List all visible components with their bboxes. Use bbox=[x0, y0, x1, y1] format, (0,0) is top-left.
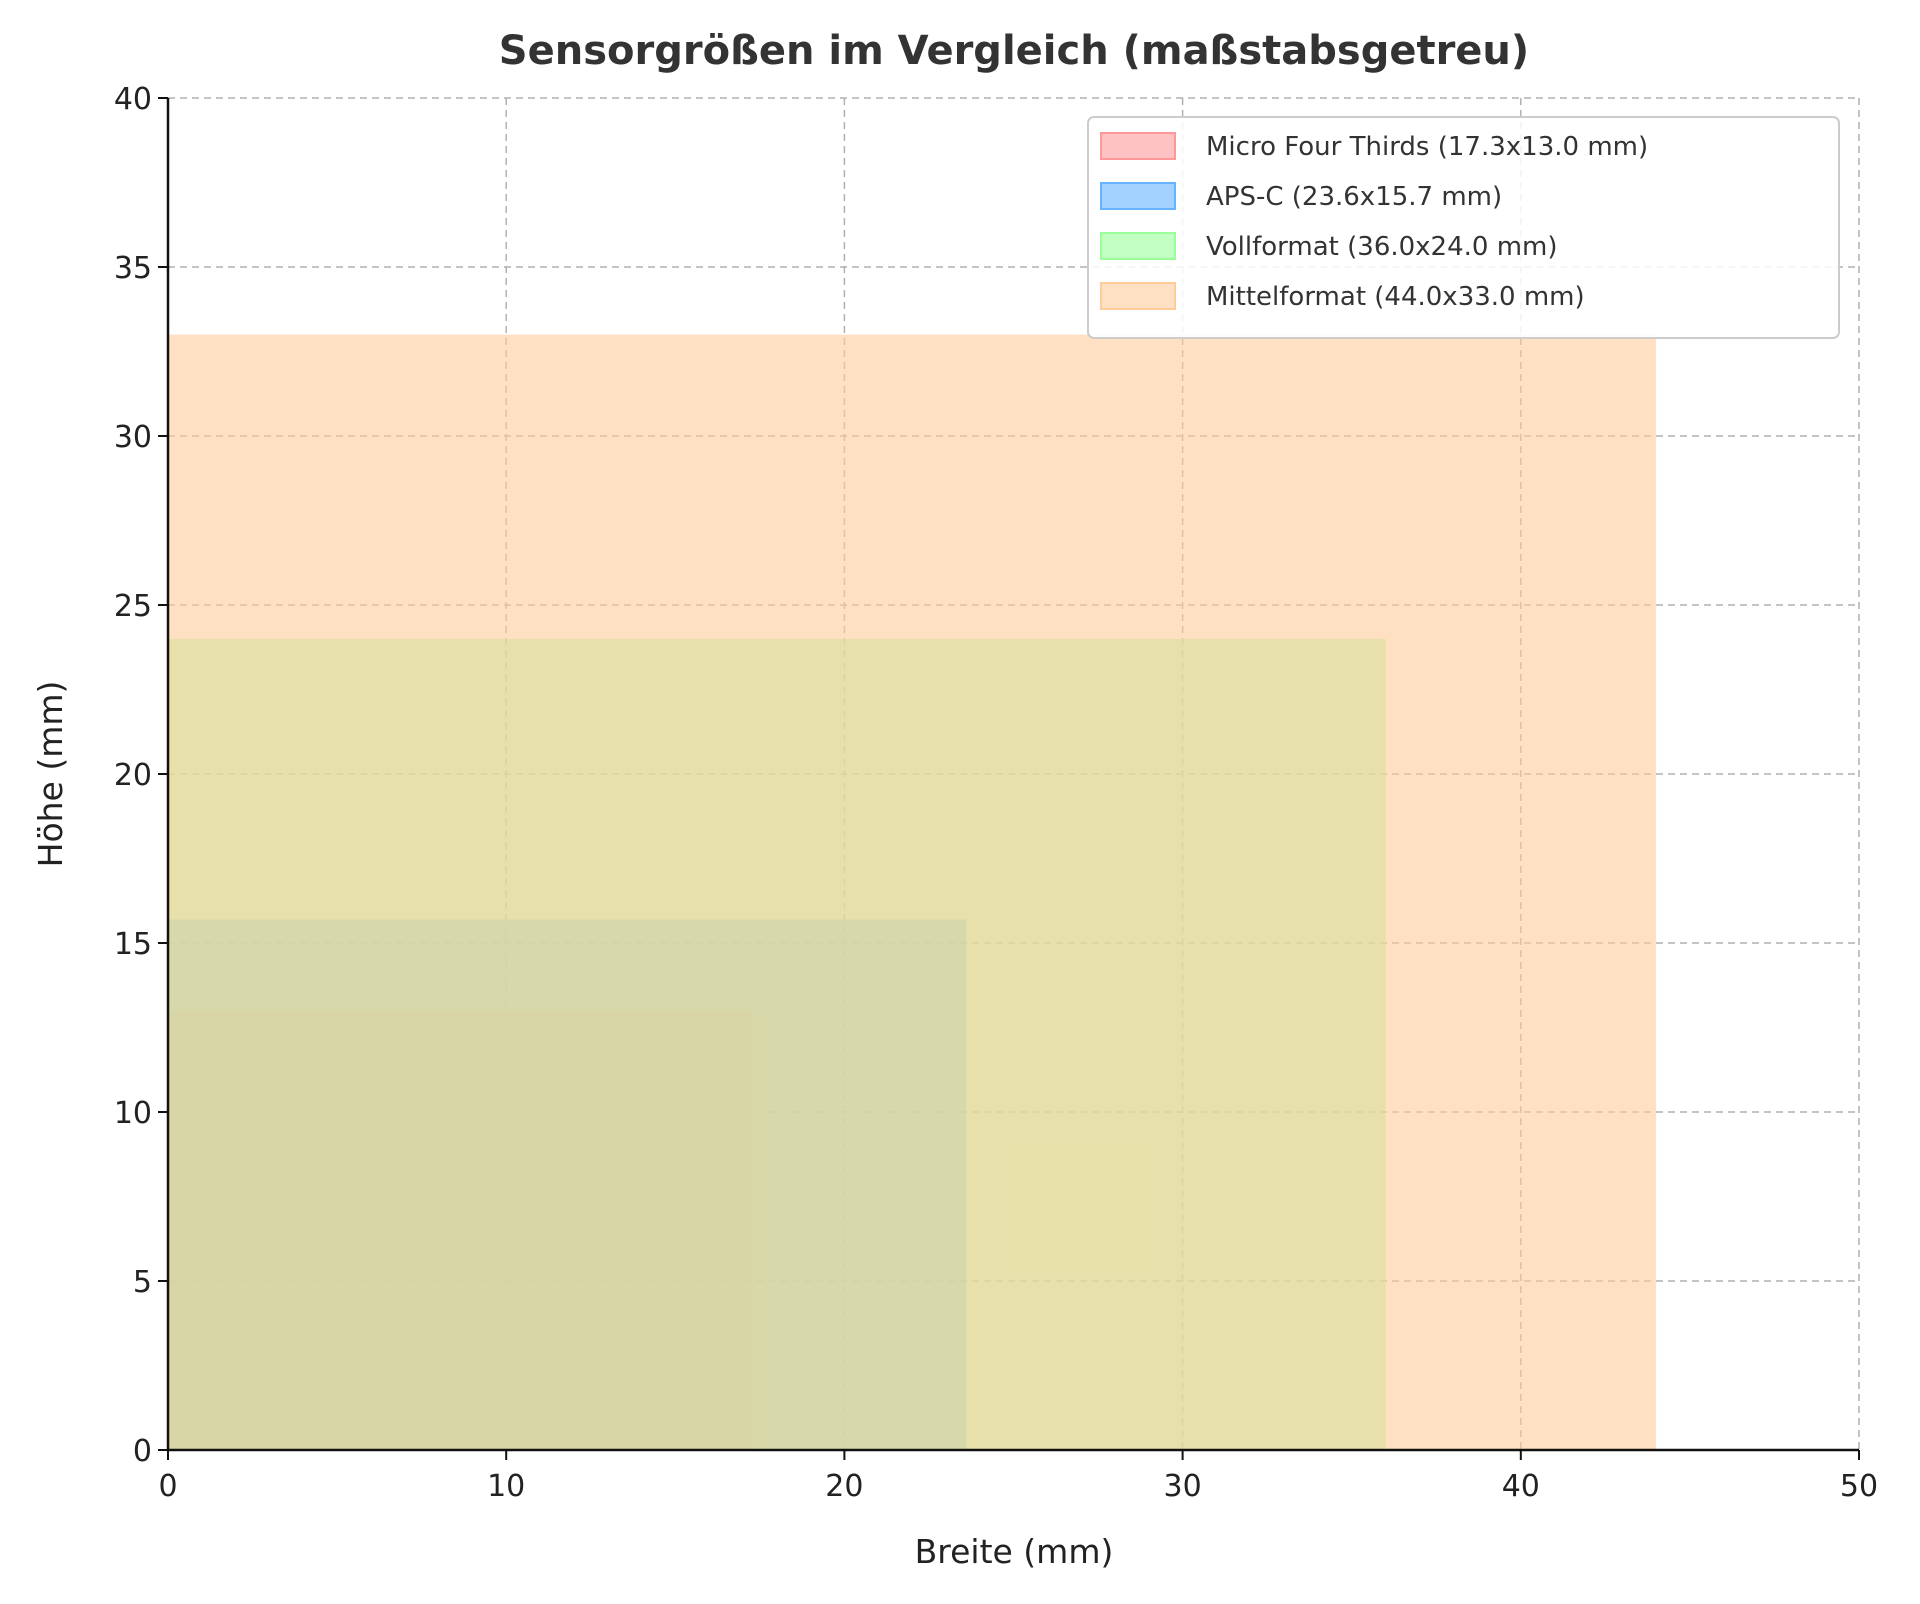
legend-label-0: Micro Four Thirds (17.3x13.0 mm) bbox=[1206, 132, 1648, 162]
y-tick-label: 30 bbox=[114, 420, 152, 455]
sensor-rectangles bbox=[168, 334, 1657, 1451]
legend-swatch-3 bbox=[1100, 282, 1176, 310]
sensor-rect-3 bbox=[168, 334, 1657, 1451]
legend-label-2: Vollformat (36.0x24.0 mm) bbox=[1206, 232, 1558, 262]
legend-swatch-1 bbox=[1100, 182, 1176, 210]
x-tick-label: 50 bbox=[1840, 1469, 1878, 1504]
legend-label-3: Mittelformat (44.0x33.0 mm) bbox=[1206, 282, 1585, 312]
y-tick-label: 20 bbox=[114, 758, 152, 793]
legend-swatch-0 bbox=[1100, 132, 1176, 160]
y-tick-label: 5 bbox=[133, 1265, 152, 1300]
legend-label-1: APS-C (23.6x15.7 mm) bbox=[1206, 182, 1502, 212]
x-tick-label: 20 bbox=[825, 1469, 863, 1504]
x-tick-label: 0 bbox=[158, 1469, 177, 1504]
x-axis-label: Breite (mm) bbox=[915, 1532, 1114, 1571]
chart-title: Sensorgrößen im Vergleich (maßstabsgetre… bbox=[499, 28, 1529, 74]
legend: Micro Four Thirds (17.3x13.0 mm) APS-C (2… bbox=[1087, 116, 1840, 339]
x-tick-label: 10 bbox=[487, 1469, 525, 1504]
y-tick-label: 25 bbox=[114, 589, 152, 624]
legend-box bbox=[1087, 116, 1840, 339]
y-tick-label: 10 bbox=[114, 1096, 152, 1131]
x-tick-label: 40 bbox=[1502, 1469, 1540, 1504]
axes: 0 10 20 30 40 50 0 5 10 15 20 25 30 35 40 bbox=[114, 82, 1878, 1504]
x-tick-label: 30 bbox=[1164, 1469, 1202, 1504]
y-tick-label: 0 bbox=[133, 1434, 152, 1469]
y-tick-label: 40 bbox=[114, 82, 152, 117]
y-tick-label: 35 bbox=[114, 251, 152, 286]
legend-swatch-2 bbox=[1100, 232, 1176, 260]
y-axis-label: Höhe (mm) bbox=[31, 681, 70, 868]
y-tick-label: 15 bbox=[114, 927, 152, 962]
